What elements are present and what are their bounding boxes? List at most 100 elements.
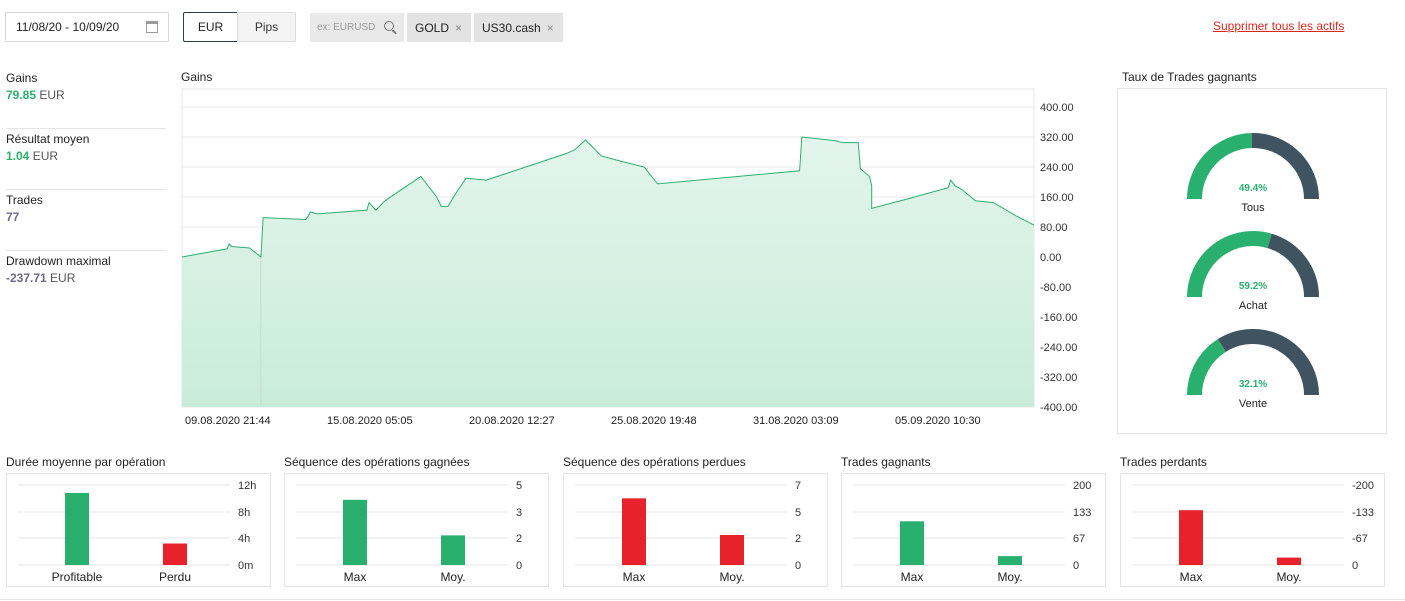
calendar-icon xyxy=(146,21,158,33)
gains-line xyxy=(181,136,1035,258)
x-tick-label: Moy. xyxy=(719,570,744,584)
stat-value-row: -237.71 EUR xyxy=(6,269,166,287)
stats-panel: Gains 79.85 EUR Résultat moyen 1.04 EUR … xyxy=(6,68,166,312)
asset-chip-label: GOLD xyxy=(415,20,450,35)
stat-average-result: Résultat moyen 1.04 EUR xyxy=(6,129,166,190)
bar xyxy=(1277,557,1301,565)
stat-gains: Gains 79.85 EUR xyxy=(6,68,166,129)
y-tick-label: 160.00 xyxy=(1040,192,1074,204)
losing-trades-chart: -200 -133 -67 0 Max Moy. xyxy=(1132,480,1374,584)
avg-duration-title: Durée moyenne par opération xyxy=(6,455,166,469)
stat-value: -237.71 xyxy=(6,271,47,285)
y-tick-label: 4h xyxy=(238,533,250,545)
bar xyxy=(163,543,187,565)
y-tick-label: 0m xyxy=(238,560,253,572)
loss-streak-chart-box: 7 5 2 0 Max Moy. xyxy=(563,473,828,587)
winning-trades-chart: 200 133 67 0 Max Moy. xyxy=(853,480,1091,584)
bar xyxy=(343,499,367,565)
stat-value: 79.85 xyxy=(6,88,37,102)
asset-chip-us30: US30.cash × xyxy=(474,13,563,42)
stat-unit: EUR xyxy=(32,149,59,163)
y-tick-label: 2 xyxy=(516,533,522,545)
stat-value: 77 xyxy=(6,210,20,224)
gains-chart: 400.00 320.00 240.00 160.00 80.00 0.00 -80.00 -… xyxy=(181,88,1077,427)
loss-streak-chart: 7 5 2 0 Max Moy. xyxy=(575,480,801,584)
y-tick-label: 200 xyxy=(1073,480,1091,492)
losing-trades-title: Trades perdants xyxy=(1120,455,1207,469)
bar xyxy=(998,556,1022,565)
gauge-win-arc xyxy=(1187,231,1272,298)
y-tick-label: 0 xyxy=(1073,560,1079,572)
x-tick-label: 25.08.2020 19:48 xyxy=(611,415,697,427)
stat-max-drawdown: Drawdown maximal -237.71 EUR xyxy=(6,251,166,312)
y-tick-label: 0 xyxy=(516,560,522,572)
stat-label: Gains xyxy=(6,71,38,85)
stat-unit: EUR xyxy=(50,271,76,285)
search-icon xyxy=(384,21,394,31)
bar xyxy=(900,521,924,565)
date-range-text: 11/08/20 - 10/09/20 xyxy=(16,20,120,34)
gauge-percent: 59.2% xyxy=(1239,281,1267,292)
close-icon[interactable]: × xyxy=(546,20,554,35)
symbol-search-input[interactable]: ex: EURUSD xyxy=(310,13,404,42)
y-tick-label: 5 xyxy=(795,507,801,519)
win-streak-title: Séquence des opérations gagnées xyxy=(284,455,470,469)
gauge-win-arc xyxy=(1187,133,1253,200)
bar xyxy=(1179,510,1203,565)
stat-trades: Trades 77 xyxy=(6,190,166,251)
gauge-loss-arc xyxy=(1267,233,1319,298)
gauge-label: Vente xyxy=(1239,398,1267,410)
stat-label: Trades xyxy=(6,193,43,207)
y-tick-label: 400.00 xyxy=(1040,102,1074,114)
winning-trades-title: Trades gagnants xyxy=(841,455,931,469)
y-tick-label: 5 xyxy=(516,480,522,492)
y-tick-label: 133 xyxy=(1073,507,1091,519)
y-tick-label: 0 xyxy=(1352,560,1358,572)
win-rate-gauges: 49.4% Tous 59.2% Achat 32.1% Vente xyxy=(1187,133,1319,410)
y-tick-label: 0 xyxy=(795,560,801,572)
toolbar: 11/08/20 - 10/09/20 EUR Pips ex: EURUSD … xyxy=(0,0,1405,55)
x-tick-label: Max xyxy=(623,570,646,584)
x-tick-label: 15.08.2020 05:05 xyxy=(327,415,413,427)
x-tick-label: Moy. xyxy=(1276,570,1301,584)
asset-chip-gold: GOLD × xyxy=(407,13,471,42)
gains-area xyxy=(182,137,1034,407)
x-tick-label: Max xyxy=(344,570,367,584)
x-tick-label: Moy. xyxy=(440,570,465,584)
y-tick-label: -200 xyxy=(1352,480,1374,492)
bar xyxy=(65,493,89,565)
y-tick-label: 0.00 xyxy=(1040,252,1061,264)
unit-pips-button[interactable]: Pips xyxy=(237,12,296,42)
win-streak-chart-box: 5 3 2 0 Max Moy. xyxy=(284,473,549,587)
bar xyxy=(720,535,744,565)
y-tick-label: -133 xyxy=(1352,507,1374,519)
stat-value-row: 77 xyxy=(6,208,166,226)
y-tick-label: -160.00 xyxy=(1040,312,1077,324)
y-tick-label: -320.00 xyxy=(1040,372,1077,384)
x-tick-label: 31.08.2020 03:09 xyxy=(753,415,839,427)
win-streak-chart: 5 3 2 0 Max Moy. xyxy=(296,480,522,584)
loss-streak-title: Séquence des opérations perdues xyxy=(563,455,746,469)
gauge-loss-arc xyxy=(1251,133,1319,200)
win-rate-panel: 49.4% Tous 59.2% Achat 32.1% Vente xyxy=(1117,88,1387,434)
asset-chip-label: US30.cash xyxy=(482,20,541,35)
close-icon[interactable]: × xyxy=(455,20,463,35)
x-tick-label: Perdu xyxy=(159,570,191,584)
gains-chart-title: Gains xyxy=(181,70,213,84)
bar xyxy=(441,535,465,565)
gauge-win-arc xyxy=(1187,339,1227,396)
y-tick-label: -80.00 xyxy=(1040,282,1071,294)
date-range-picker[interactable]: 11/08/20 - 10/09/20 xyxy=(5,12,169,42)
gauge-label: Tous xyxy=(1241,202,1265,214)
losing-trades-chart-box: -200 -133 -67 0 Max Moy. xyxy=(1120,473,1385,587)
remove-all-assets-link[interactable]: Supprimer tous les actifs xyxy=(1213,19,1345,33)
search-placeholder: ex: EURUSD xyxy=(317,22,376,33)
divider xyxy=(0,599,1405,600)
unit-eur-button[interactable]: EUR xyxy=(183,12,238,42)
stat-value-row: 1.04 EUR xyxy=(6,147,166,165)
stat-unit: EUR xyxy=(39,88,65,102)
avg-duration-chart-box: 12h 8h 4h 0m Profitable Perdu xyxy=(6,473,271,587)
y-tick-label: -240.00 xyxy=(1040,342,1077,354)
x-tick-label: 20.08.2020 12:27 xyxy=(469,415,555,427)
avg-duration-chart: 12h 8h 4h 0m Profitable Perdu xyxy=(18,480,256,584)
